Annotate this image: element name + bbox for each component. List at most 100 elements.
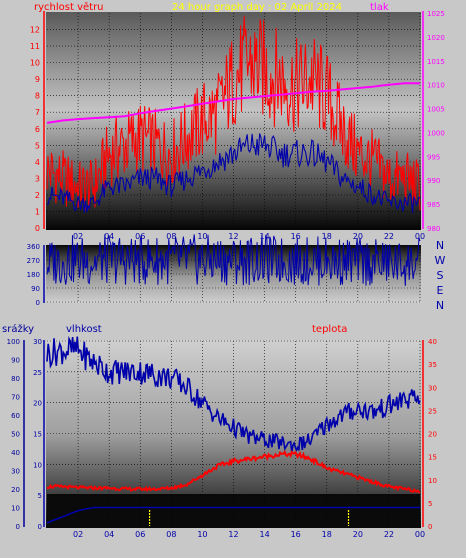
humidity-axis-tick: 15: [33, 431, 42, 439]
pressure-axis-tick: 1005: [427, 106, 445, 114]
x-tick-label: 00: [415, 232, 425, 241]
x-tick-label: 12: [228, 232, 238, 241]
humidity-axis-tick: 20: [33, 400, 42, 408]
temperature-axis-tick: 20: [428, 431, 437, 439]
chart-title: 24 hour graph day : 02 April 2024: [172, 2, 342, 13]
axes: [23, 11, 424, 527]
rain-axis-tick: 10: [11, 505, 20, 513]
compass-letter-e: E: [437, 284, 444, 297]
x-tick-label: 18: [322, 232, 332, 241]
x-tick-label: 14: [259, 232, 269, 241]
wind-axis-tick: 6: [35, 125, 40, 134]
compass-letter-n: N: [436, 239, 444, 252]
direction-axis-tick: 360: [27, 243, 40, 251]
pressure-axis-tick: 1010: [427, 82, 445, 90]
rain-axis-tick: 100: [7, 338, 20, 346]
temperature-label: teplota: [312, 324, 347, 335]
temperature-axis-tick: 15: [428, 454, 437, 462]
wind-axis-tick: 8: [35, 92, 40, 101]
x-tick-label: 08: [166, 530, 176, 539]
pressure-axis-tick: 1000: [427, 129, 445, 137]
x-tick-label: 10: [197, 530, 207, 539]
x-tick-label: 16: [291, 232, 301, 241]
x-tick-label: 14: [259, 530, 269, 539]
humidity-axis-tick: 5: [38, 492, 42, 500]
humidity-axis-tick: 0: [38, 523, 42, 531]
pressure-axis-tick: 995: [427, 153, 440, 161]
wind-axis-tick: 12: [30, 26, 40, 35]
chart-series: [46, 15, 421, 526]
pressure-axis-tick: 1020: [427, 34, 445, 42]
rain-axis-tick: 50: [11, 431, 20, 439]
compass-letter-w: W: [435, 254, 446, 267]
pressure-axis-tick: 990: [427, 177, 440, 185]
x-tick-label: 22: [384, 530, 394, 539]
wind-axis-tick: 3: [35, 174, 40, 183]
rain-axis-tick: 30: [11, 468, 20, 476]
rain-label: srážky: [2, 323, 34, 335]
wind-axis-tick: 10: [30, 59, 40, 68]
x-tick-label: 06: [135, 530, 145, 539]
humidity-line: [46, 335, 421, 453]
temperature-axis-tick: 25: [428, 407, 437, 415]
direction-axis-tick: 270: [27, 257, 40, 265]
x-tick-label: 22: [384, 232, 394, 241]
x-tick-label: 16: [291, 530, 301, 539]
x-tick-label: 00: [415, 530, 425, 539]
humidity-axis-tick: 30: [33, 338, 42, 346]
temperature-axis-tick: 40: [428, 338, 437, 346]
humidity-axis-tick: 25: [33, 369, 42, 377]
rain-axis-tick: 90: [11, 357, 20, 365]
wind-axis-tick: 7: [35, 108, 40, 117]
wind-axis-tick: 4: [35, 158, 40, 167]
wind-direction-line: [46, 234, 421, 286]
pressure-line: [46, 82, 420, 124]
wind-axis-tick: 0: [35, 224, 40, 233]
temperature-axis-tick: 30: [428, 384, 437, 392]
x-tick-label: 02: [73, 232, 83, 241]
rain-bar-area: [47, 494, 420, 528]
wind-axis-tick: 11: [30, 42, 40, 51]
humidity-axis-tick: 10: [33, 461, 42, 469]
x-tick-label: 18: [322, 530, 332, 539]
x-tick-label: 10: [197, 232, 207, 241]
rain-total-line: [46, 506, 420, 524]
wind-gust-line: [46, 15, 421, 211]
rain-axis-tick: 0: [16, 523, 20, 531]
rain-axis-tick: 20: [11, 486, 20, 494]
rain-axis-tick: 60: [11, 412, 20, 420]
temperature-axis-tick: 10: [428, 477, 437, 485]
rain-axis-tick: 70: [11, 394, 20, 402]
x-tick-label: 12: [228, 530, 238, 539]
humidity-label: vlhkost: [66, 324, 102, 335]
direction-axis-tick: 180: [27, 271, 40, 279]
temperature-line: [46, 449, 421, 494]
temperature-axis-tick: 35: [428, 361, 437, 369]
pressure-axis-tick: 1025: [427, 10, 445, 18]
direction-axis-tick: 90: [31, 285, 40, 293]
pressure-axis-tick: 985: [427, 201, 440, 209]
pressure-axis-tick: 1015: [427, 58, 445, 66]
rain-axis-tick: 80: [11, 375, 20, 383]
x-tick-label: 20: [353, 530, 363, 539]
temperature-axis-tick: 0: [428, 523, 432, 531]
wind-speed-label: rychlost větru: [34, 1, 104, 13]
rain-axis-tick: 40: [11, 449, 20, 457]
wind-axis-tick: 2: [35, 191, 40, 200]
pressure-label: tlak: [370, 2, 389, 13]
direction-axis-tick: 0: [36, 299, 40, 307]
wind-avg-line: [46, 133, 421, 213]
x-tick-label: 02: [73, 530, 83, 539]
temperature-axis-tick: 5: [428, 500, 432, 508]
compass-letter-s: S: [437, 269, 444, 282]
x-tick-label: 08: [166, 232, 176, 241]
wind-axis-tick: 1: [35, 207, 40, 216]
pressure-axis-tick: 980: [427, 225, 440, 233]
compass-letter-n: N: [436, 299, 444, 312]
x-tick-label: 20: [353, 232, 363, 241]
x-tick-label: 04: [104, 530, 114, 539]
wind-axis-tick: 9: [35, 75, 40, 84]
tick-labels: 0202040406060808101012121414161618182020…: [7, 10, 446, 539]
